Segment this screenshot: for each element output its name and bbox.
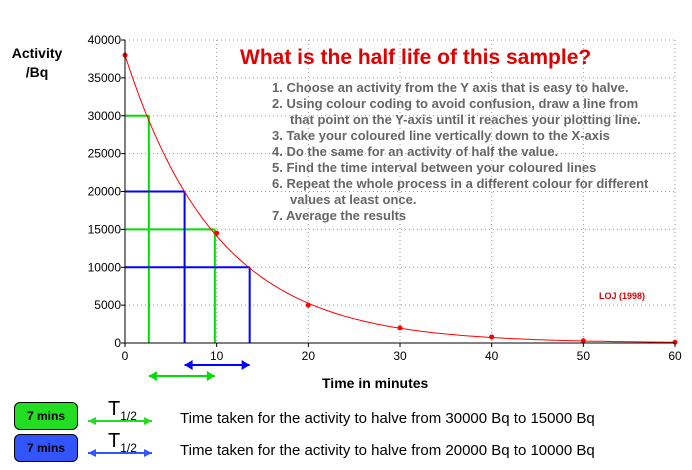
instruction-item: 4. Do the same for an activity of half t…: [272, 144, 559, 159]
half-life-subscript: 1/2: [120, 409, 137, 423]
blue-legend-arrow-head-left: [88, 449, 96, 457]
interval-arrows: [88, 360, 250, 457]
data-point: [305, 302, 311, 308]
blue-result-button[interactable]: 7 mins: [14, 434, 78, 462]
y-tick-label: 40000: [88, 33, 122, 47]
blue-interval-arrow-head-right: [241, 360, 250, 370]
x-tick-label: 20: [302, 349, 316, 363]
x-tick-label: 0: [122, 349, 129, 363]
data-point: [214, 230, 220, 236]
data-point: [489, 334, 495, 340]
half-life-symbol: T: [108, 398, 121, 420]
y-tick-label: 35000: [88, 71, 122, 85]
y-tick-label: 30000: [88, 109, 122, 123]
instruction-item: 5. Find the time interval between your c…: [272, 160, 597, 175]
y-tick-label: 0: [114, 336, 121, 350]
tick-labels: 0 5000 10000 15000 20000 25000 30000 35000 40000…: [88, 33, 682, 363]
grid-lines: [125, 39, 676, 343]
half-life-symbol-blue: T1/2: [108, 430, 137, 455]
y-axis-label-line-2: /Bq: [25, 64, 49, 80]
x-tick-label: 50: [577, 349, 591, 363]
instruction-item: 1. Choose an activity from the Y axis th…: [272, 80, 629, 95]
y-axis-label-line-1: Activity: [11, 45, 63, 61]
blue-legend-arrow-head-right: [144, 449, 152, 457]
x-tick-label: 10: [210, 349, 224, 363]
x-tick-label: 60: [668, 349, 682, 363]
instruction-item: 2. Using colour coding to avoid confusio…: [272, 96, 641, 127]
green-interval-arrow-head-right: [206, 371, 215, 381]
x-tick-label: 30: [393, 349, 407, 363]
instruction-item: 6. Repeat the whole process in a differe…: [272, 176, 649, 207]
instruction-item: 7. Average the results: [272, 208, 407, 223]
half-life-symbol: T: [108, 430, 121, 452]
instruction-list: 1. Choose an activity from the Y axis th…: [272, 80, 652, 224]
axes: [121, 39, 676, 347]
green-legend-arrow-head-right: [144, 417, 152, 425]
green-result-text: Time taken for the activity to halve fro…: [180, 410, 595, 427]
blue-interval-arrow-head-left: [184, 360, 193, 370]
data-point: [397, 325, 403, 331]
green-result-button[interactable]: 7 mins: [14, 402, 78, 430]
half-life-symbol-green: T1/2: [108, 398, 137, 423]
y-tick-label: 20000: [88, 185, 122, 199]
green-legend-arrow-head-left: [88, 417, 96, 425]
half-life-guides: [125, 114, 251, 343]
y-tick-label: 25000: [88, 147, 122, 161]
chart-title: What is the half life of this sample?: [240, 46, 592, 69]
y-tick-label: 15000: [88, 222, 122, 236]
x-tick-label: 40: [485, 349, 499, 363]
author-credit: LOJ (1998): [599, 291, 646, 301]
y-tick-label: 5000: [94, 298, 121, 312]
green-interval-arrow-head-left: [148, 371, 157, 381]
instruction-item: 3. Take your coloured line vertically do…: [272, 128, 610, 143]
half-life-subscript: 1/2: [120, 441, 137, 455]
y-axis-label: Activity /Bq: [8, 44, 66, 82]
x-axis-label: Time in minutes: [322, 375, 429, 391]
data-point: [580, 338, 586, 344]
blue-result-text: Time taken for the activity to halve fro…: [180, 442, 595, 459]
y-tick-label: 10000: [88, 260, 122, 274]
